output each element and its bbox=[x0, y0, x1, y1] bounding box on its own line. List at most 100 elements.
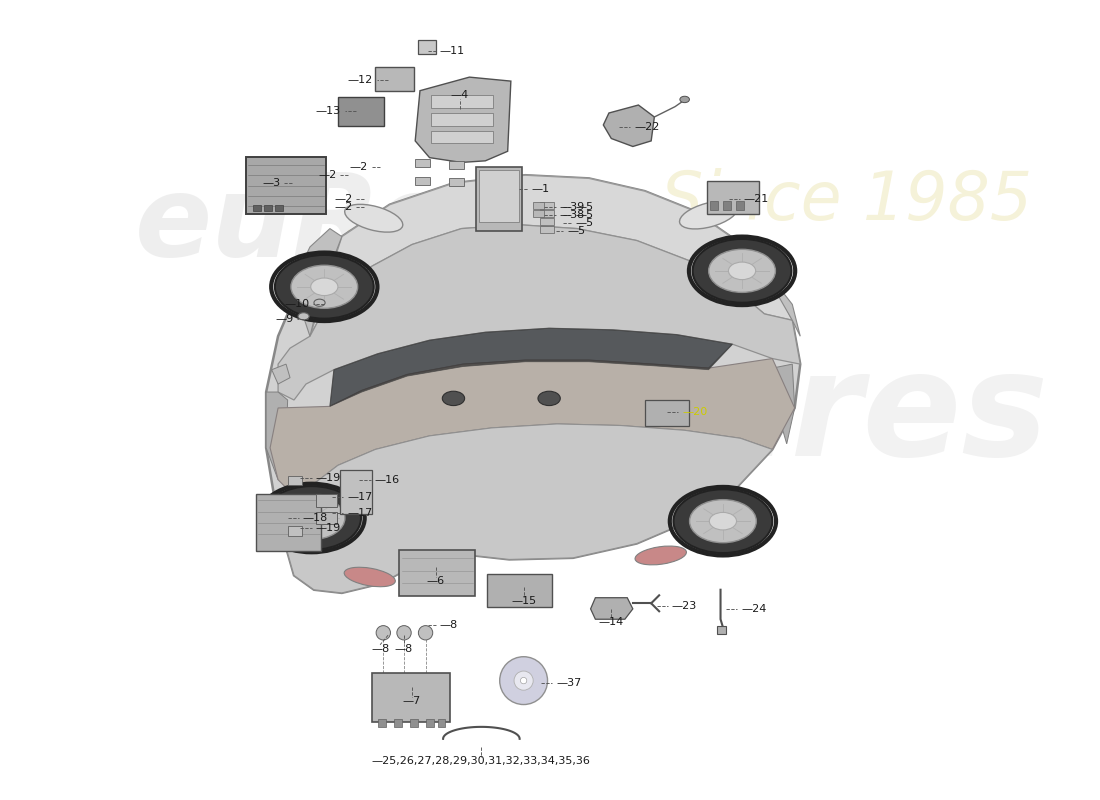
Ellipse shape bbox=[710, 513, 737, 530]
Text: —3: —3 bbox=[262, 178, 280, 188]
Text: —14: —14 bbox=[598, 618, 624, 627]
Text: —7: —7 bbox=[403, 695, 421, 706]
Bar bbox=[399, 550, 475, 596]
Bar bbox=[394, 719, 402, 727]
Text: —20: —20 bbox=[682, 407, 707, 417]
Text: —22: —22 bbox=[635, 122, 660, 132]
Bar bbox=[716, 626, 726, 634]
Text: a passion for parts since 1985: a passion for parts since 1985 bbox=[338, 222, 697, 386]
Circle shape bbox=[418, 626, 432, 640]
Text: —37: —37 bbox=[557, 678, 582, 688]
Bar bbox=[450, 161, 464, 169]
Text: —10: —10 bbox=[284, 299, 309, 310]
Bar bbox=[487, 574, 552, 607]
Ellipse shape bbox=[690, 500, 757, 542]
Bar bbox=[317, 494, 337, 507]
Bar bbox=[534, 202, 544, 209]
Polygon shape bbox=[266, 392, 287, 480]
Text: —5: —5 bbox=[575, 218, 594, 228]
Bar bbox=[264, 205, 272, 211]
Text: Since 1985: Since 1985 bbox=[661, 168, 1032, 234]
Text: —19: —19 bbox=[316, 473, 341, 483]
Polygon shape bbox=[330, 328, 733, 406]
Bar bbox=[723, 201, 730, 210]
Text: —5: —5 bbox=[568, 226, 585, 236]
Circle shape bbox=[376, 626, 390, 640]
Ellipse shape bbox=[262, 486, 361, 550]
Polygon shape bbox=[591, 598, 632, 619]
Text: —15: —15 bbox=[512, 596, 536, 606]
Bar bbox=[372, 673, 450, 722]
Polygon shape bbox=[737, 241, 801, 336]
Text: —5: —5 bbox=[575, 210, 594, 220]
Text: —21: —21 bbox=[744, 194, 769, 204]
Ellipse shape bbox=[344, 204, 403, 232]
Ellipse shape bbox=[298, 510, 326, 526]
Ellipse shape bbox=[278, 497, 345, 539]
Text: —38: —38 bbox=[560, 210, 585, 220]
Bar bbox=[431, 95, 493, 108]
Ellipse shape bbox=[680, 96, 690, 102]
Bar bbox=[275, 205, 283, 211]
Bar bbox=[375, 66, 414, 90]
Text: —5: —5 bbox=[575, 202, 594, 212]
Bar bbox=[418, 40, 436, 54]
Bar bbox=[377, 719, 386, 727]
Bar bbox=[540, 218, 554, 225]
Bar bbox=[246, 157, 326, 214]
Bar bbox=[317, 512, 337, 524]
Bar bbox=[426, 719, 433, 727]
Bar bbox=[540, 210, 554, 217]
Bar bbox=[431, 113, 493, 126]
Polygon shape bbox=[278, 424, 772, 593]
Circle shape bbox=[514, 671, 534, 690]
Ellipse shape bbox=[344, 567, 395, 586]
Polygon shape bbox=[603, 105, 654, 146]
Polygon shape bbox=[772, 364, 794, 444]
Polygon shape bbox=[278, 225, 801, 400]
Ellipse shape bbox=[635, 546, 686, 565]
Circle shape bbox=[499, 657, 548, 705]
Text: ares: ares bbox=[693, 346, 1049, 486]
Circle shape bbox=[397, 626, 411, 640]
Text: —11: —11 bbox=[440, 46, 465, 56]
Text: —17: —17 bbox=[348, 492, 373, 502]
Text: —13: —13 bbox=[316, 106, 341, 117]
Circle shape bbox=[520, 678, 527, 684]
Ellipse shape bbox=[708, 250, 775, 292]
Text: —24: —24 bbox=[741, 604, 767, 614]
Text: —6: —6 bbox=[427, 576, 446, 586]
Ellipse shape bbox=[298, 313, 309, 320]
Bar bbox=[438, 719, 446, 727]
Bar bbox=[338, 97, 384, 126]
Bar bbox=[415, 159, 429, 167]
Text: —2: —2 bbox=[318, 170, 337, 180]
Polygon shape bbox=[415, 77, 510, 162]
Text: —2: —2 bbox=[334, 194, 352, 204]
Text: euRo: euRo bbox=[134, 169, 453, 280]
Bar bbox=[478, 170, 519, 222]
Bar bbox=[476, 167, 522, 231]
Bar bbox=[431, 130, 493, 143]
Ellipse shape bbox=[538, 391, 560, 406]
Text: —9: —9 bbox=[275, 314, 294, 324]
Text: —2: —2 bbox=[334, 202, 352, 212]
Bar bbox=[540, 226, 554, 233]
Bar bbox=[340, 470, 372, 514]
Bar bbox=[711, 201, 718, 210]
Bar bbox=[287, 476, 303, 486]
Text: —23: —23 bbox=[672, 601, 697, 610]
Polygon shape bbox=[330, 328, 733, 406]
Bar bbox=[415, 177, 429, 185]
Ellipse shape bbox=[442, 391, 464, 406]
Ellipse shape bbox=[275, 255, 374, 318]
Bar bbox=[534, 210, 544, 217]
Bar bbox=[450, 178, 464, 186]
Text: —1: —1 bbox=[531, 184, 550, 194]
Ellipse shape bbox=[290, 266, 358, 308]
Text: —2: —2 bbox=[350, 162, 368, 172]
Polygon shape bbox=[294, 229, 342, 336]
Polygon shape bbox=[310, 175, 792, 336]
Text: —12: —12 bbox=[348, 74, 373, 85]
Ellipse shape bbox=[728, 262, 756, 280]
